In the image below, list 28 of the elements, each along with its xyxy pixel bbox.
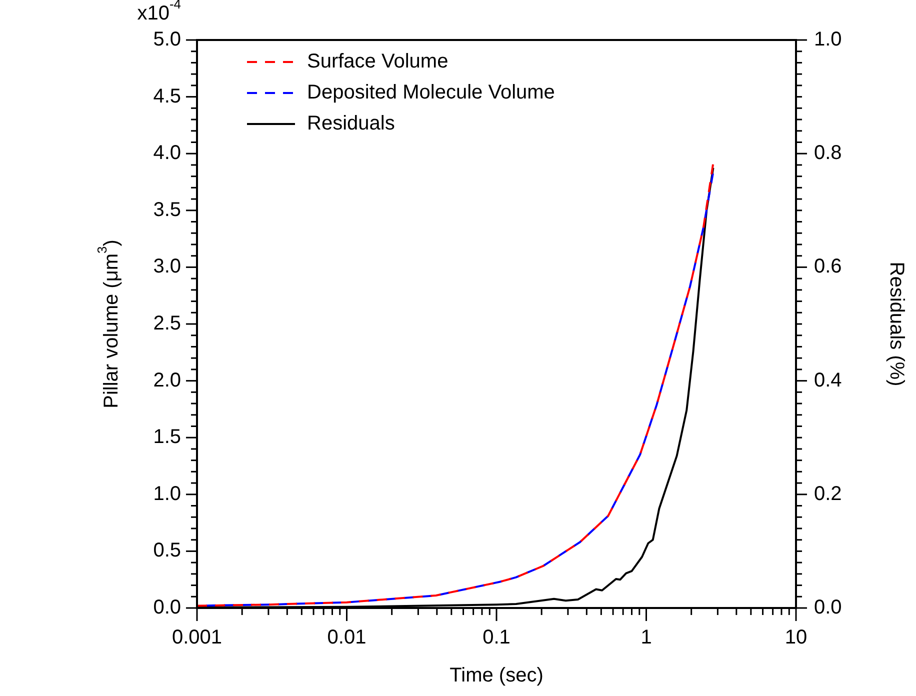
y2-tick-label: 0.8 [814, 142, 842, 164]
y2-tick-label: 0.2 [814, 482, 842, 505]
y2-tick-label: 0.0 [814, 596, 842, 619]
y-tick-label: 0.5 [153, 540, 182, 562]
x-tick-label: 10 [784, 626, 808, 649]
y-tick-label: 1.0 [153, 482, 182, 505]
y-tick-label: 3.5 [153, 198, 182, 221]
y-tick-label: 0.0 [153, 596, 182, 619]
x-tick-label: 0.001 [172, 626, 222, 649]
y-tick-label: 3.0 [153, 256, 182, 278]
legend-label: Surface Volume [307, 50, 448, 73]
y2-tick-label: 0.6 [814, 256, 842, 278]
y2-tick-label: 1.0 [814, 28, 842, 51]
y-tick-label: 4.5 [153, 85, 182, 108]
y2-axis-title: Residuals (%) [885, 262, 908, 386]
legend-label: Deposited Molecule Volume [307, 82, 555, 104]
y-axis-title: Pillar volume (μm3) [94, 240, 123, 408]
x-tick-label: 1 [640, 626, 652, 649]
legend-label: Residuals [307, 112, 395, 135]
y2-tick-label: 0.4 [814, 369, 842, 392]
y-tick-label: 4.0 [153, 142, 182, 164]
x-tick-label: 0.01 [327, 626, 366, 649]
y-tick-label: 1.5 [153, 426, 182, 448]
y-tick-label: 2.5 [153, 312, 182, 335]
y-tick-label: 5.0 [153, 28, 182, 51]
y-tick-label: 2.0 [153, 369, 182, 392]
x-tick-label: 0.1 [482, 626, 510, 649]
x-axis-title: Time (sec) [450, 664, 544, 687]
